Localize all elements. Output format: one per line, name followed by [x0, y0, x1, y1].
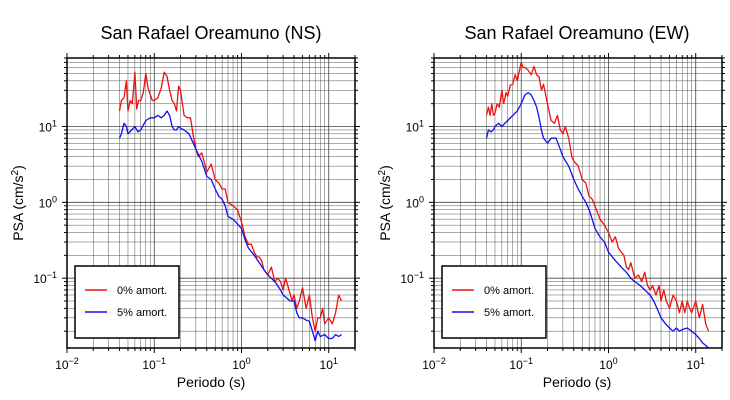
- legend-label: 5% amort.: [484, 307, 534, 319]
- chart-panel-ew: San Rafael Oreamuno (EW) Periodo (s) PSA…: [377, 23, 727, 390]
- plot-frame: [433, 57, 723, 349]
- x-tick-label-exp: −1: [156, 356, 166, 366]
- chart-title: San Rafael Oreamuno (EW): [464, 23, 689, 43]
- legend-label: 5% amort.: [117, 307, 167, 319]
- x-tick-label-base: 10: [320, 358, 334, 372]
- y-axis-label: PSA (cm/s2): [377, 165, 393, 241]
- x-tick-label-exp: 1: [700, 356, 705, 366]
- y-tick-label-exp: 0: [52, 194, 57, 204]
- legend-label: 0% amort.: [484, 285, 534, 297]
- legend: 0% amort. 5% amort.: [74, 265, 180, 339]
- y-tick-label-base: 10: [33, 272, 47, 286]
- x-tick-label-base: 10: [232, 358, 246, 372]
- tick-marks: [429, 53, 727, 353]
- legend: 0% amort. 5% amort.: [441, 265, 547, 339]
- x-axis-label: Periodo (s): [543, 374, 611, 390]
- y-axis-label-sup: 2: [377, 169, 388, 175]
- x-tick-label: 101: [320, 356, 338, 372]
- y-axis-label-sup: 2: [10, 169, 21, 175]
- x-tick-label-exp: 1: [333, 356, 338, 366]
- x-tick-label: 10−2: [422, 356, 446, 372]
- x-tick-label-exp: −2: [69, 356, 79, 366]
- series-line: [118, 71, 343, 332]
- x-tick-label: 100: [232, 356, 250, 372]
- y-tick-label-exp: −1: [47, 270, 57, 280]
- x-tick-label-exp: −2: [436, 356, 446, 366]
- y-axis-label-main: PSA (cm/s: [10, 175, 26, 240]
- y-axis-label-main: PSA (cm/s: [377, 175, 393, 240]
- x-tick-label-base: 10: [509, 358, 523, 372]
- y-tick-label-exp: −1: [414, 270, 424, 280]
- x-tick-label-exp: 0: [613, 356, 618, 366]
- y-tick-label-base: 10: [406, 120, 420, 134]
- y-tick-label-exp: 1: [52, 118, 57, 128]
- y-tick-label: 100: [39, 194, 57, 210]
- x-tick-label: 10−2: [55, 356, 79, 372]
- x-tick-label: 100: [599, 356, 617, 372]
- y-axis-label-close: ): [10, 165, 26, 170]
- x-tick-label: 101: [687, 356, 705, 372]
- x-tick-label-base: 10: [422, 358, 436, 372]
- series-line: [485, 91, 709, 349]
- y-tick-label-base: 10: [39, 120, 53, 134]
- y-tick-label: 10−1: [33, 270, 57, 286]
- x-axis-label: Periodo (s): [177, 374, 245, 390]
- x-tick-label: 10−1: [509, 356, 533, 372]
- y-tick-label: 101: [406, 118, 424, 134]
- legend-box: [441, 265, 547, 339]
- series-line: [485, 61, 710, 332]
- chart-panel-ns: San Rafael Oreamuno (NS) Periodo (s) PSA…: [10, 23, 360, 390]
- x-tick-label-base: 10: [142, 358, 156, 372]
- x-tick-label-exp: 0: [246, 356, 251, 366]
- chart-title: San Rafael Oreamuno (NS): [100, 23, 321, 43]
- x-tick-label-base: 10: [687, 358, 701, 372]
- x-tick-label: 10−1: [142, 356, 166, 372]
- y-tick-label: 101: [39, 118, 57, 134]
- series-line: [118, 110, 342, 342]
- legend-box: [74, 265, 180, 339]
- plot-frame: [66, 57, 356, 349]
- x-tick-label-base: 10: [599, 358, 613, 372]
- y-tick-label-exp: 1: [419, 118, 424, 128]
- tick-marks: [62, 53, 360, 353]
- x-tick-label-base: 10: [55, 358, 69, 372]
- y-tick-label: 100: [406, 194, 424, 210]
- y-tick-label-base: 10: [400, 272, 414, 286]
- y-tick-label: 10−1: [400, 270, 424, 286]
- y-tick-label-base: 10: [406, 196, 420, 210]
- y-tick-label-exp: 0: [419, 194, 424, 204]
- x-tick-label-exp: −1: [523, 356, 533, 366]
- y-axis-label-close: ): [377, 165, 393, 170]
- y-axis-label: PSA (cm/s2): [10, 165, 26, 241]
- legend-label: 0% amort.: [117, 285, 167, 297]
- y-tick-label-base: 10: [39, 196, 53, 210]
